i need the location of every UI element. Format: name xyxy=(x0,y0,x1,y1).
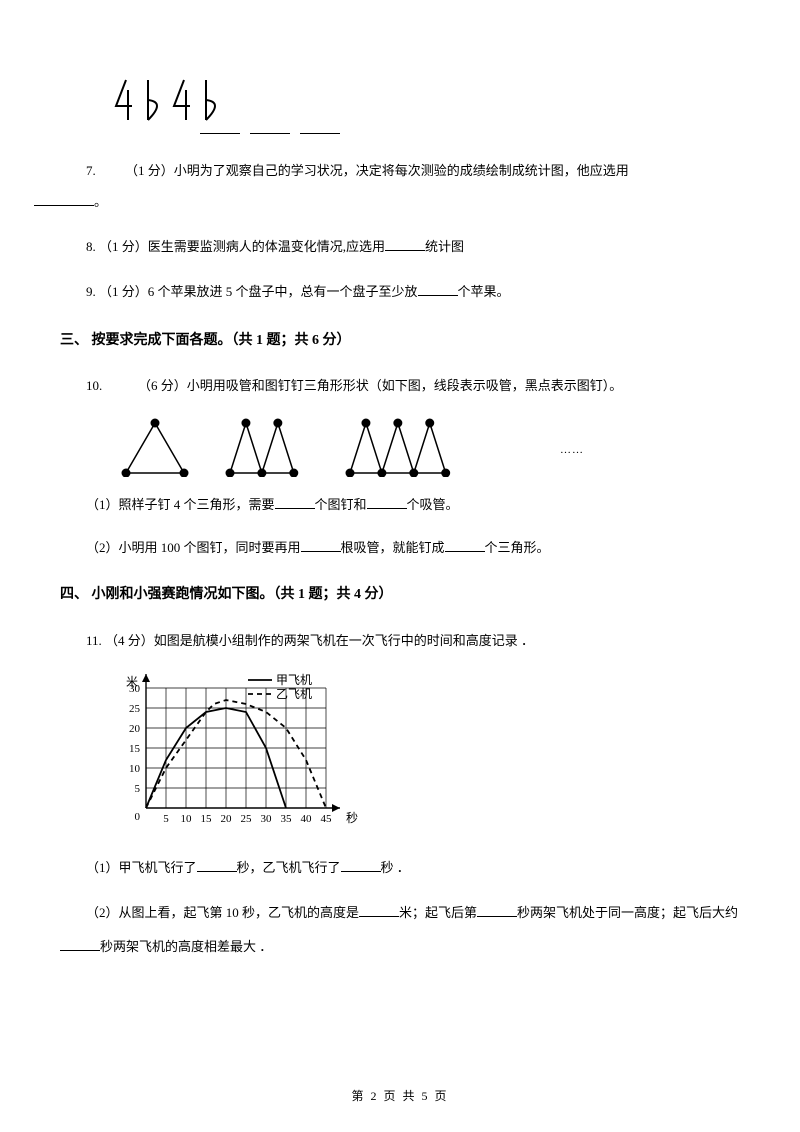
q11-chart-wrap: 51015202530510152025303540450米秒甲飞机乙飞机 xyxy=(120,670,740,840)
q9-prefix: 9. xyxy=(86,284,96,299)
q11-sub2-d: 秒两架飞机的高度相差最大 ． xyxy=(100,939,272,954)
q10-sub2-blank1[interactable] xyxy=(301,539,341,552)
svg-text:10: 10 xyxy=(181,813,193,825)
q10-sub1-a: （1）照样子钉 4 个三角形，需要 xyxy=(86,497,275,512)
q7-suffix: 。 xyxy=(94,194,107,209)
q8-points: （1 分） xyxy=(99,239,148,254)
q11-sub2-b: 米；起飞后第 xyxy=(399,905,477,920)
q10-prefix: 10. xyxy=(86,378,102,393)
svg-text:25: 25 xyxy=(129,703,141,715)
q11-sub1-b: 秒，乙飞机飞行了 xyxy=(237,860,341,875)
svg-text:米: 米 xyxy=(126,675,138,689)
q10-sub1-c: 个吸管。 xyxy=(407,497,459,512)
q11-sub2-blank3[interactable] xyxy=(60,938,100,951)
flight-chart: 51015202530510152025303540450米秒甲飞机乙飞机 xyxy=(120,670,420,840)
q9-text-b: 个苹果。 xyxy=(458,284,510,299)
svg-text:15: 15 xyxy=(129,743,141,755)
q11-sub2: （2）从图上看，起飞第 10 秒，乙飞机的高度是 米；起飞后第 秒两架飞机处于同一高… xyxy=(60,896,740,964)
q11-points: （4 分） xyxy=(105,633,154,648)
svg-text:10: 10 xyxy=(129,763,141,775)
q8-text-a: 医生需要监测病人的体温变化情况,应选用 xyxy=(148,239,385,254)
question-11: 11. （4 分）如图是航模小组制作的两架飞机在一次飞行中的时间和高度记录 ． xyxy=(60,625,740,656)
q7-prefix: 7. xyxy=(86,163,96,178)
top-underlines xyxy=(200,120,740,141)
svg-text:秒: 秒 xyxy=(346,811,358,825)
q9-points: （1 分） xyxy=(99,284,148,299)
svg-text:30: 30 xyxy=(261,813,273,825)
q11-sub1-c: 秒 ． xyxy=(381,860,410,875)
q11-sub2-a: （2）从图上看，起飞第 10 秒，乙飞机的高度是 xyxy=(86,905,359,920)
q7-points: （1 分） xyxy=(125,163,174,178)
q8-blank[interactable] xyxy=(385,238,425,251)
q10-points: （6 分） xyxy=(138,378,187,393)
q11-text: 如图是航模小组制作的两架飞机在一次飞行中的时间和高度记录 ． xyxy=(154,633,534,648)
section-4-title: 四、 小刚和小强赛跑情况如下图。（共 1 题；共 4 分） xyxy=(60,584,740,606)
q8-prefix: 8. xyxy=(86,239,96,254)
svg-text:45: 45 xyxy=(321,813,333,825)
svg-text:35: 35 xyxy=(281,813,293,825)
q11-sub2-c: 秒两架飞机处于同一高度；起飞后大约 xyxy=(517,905,738,920)
q10-sub2-blank2[interactable] xyxy=(445,539,485,552)
svg-text:甲飞机: 甲飞机 xyxy=(276,673,312,687)
question-8: 8. （1 分）医生需要监测病人的体温变化情况,应选用 统计图 xyxy=(60,231,740,262)
svg-text:20: 20 xyxy=(221,813,233,825)
question-7: 7. （1 分）小明为了观察自己的学习状况，决定将每次测验的成绩绘制成统计图，他… xyxy=(60,155,740,217)
question-10: 10. （6 分）小明用吸管和图钉钉三角形形状（如下图，线段表示吸管，黑点表示图… xyxy=(60,370,740,401)
q10-sub2-c: 个三角形。 xyxy=(485,540,550,555)
q9-text-a: 6 个苹果放进 5 个盘子中，总有一个盘子至少放 xyxy=(148,284,418,299)
q10-text: 小明用吸管和图钉钉三角形形状（如下图，线段表示吸管，黑点表示图钉）。 xyxy=(187,378,623,393)
svg-text:乙飞机: 乙飞机 xyxy=(276,687,312,701)
q11-sub1: （1）甲飞机飞行了 秒，乙飞机飞行了 秒 ． xyxy=(60,854,740,883)
svg-text:15: 15 xyxy=(201,813,213,825)
q7-text: 小明为了观察自己的学习状况，决定将每次测验的成绩绘制成统计图，他应选用 xyxy=(174,163,629,178)
page-footer: 第 2 页 共 5 页 xyxy=(0,1087,800,1106)
q11-sub2-blank2[interactable] xyxy=(477,904,517,917)
svg-text:5: 5 xyxy=(135,783,141,795)
question-9: 9. （1 分）6 个苹果放进 5 个盘子中，总有一个盘子至少放 个苹果。 xyxy=(60,276,740,307)
svg-text:0: 0 xyxy=(135,811,141,823)
q10-sub1-blank1[interactable] xyxy=(275,496,315,509)
q10-sub1-blank2[interactable] xyxy=(367,496,407,509)
q10-diagram-row: …… xyxy=(120,415,740,477)
q10-sub2-b: 根吸管，就能钉成 xyxy=(341,540,445,555)
q9-blank[interactable] xyxy=(418,283,458,296)
q10-sub2-a: （2）小明用 100 个图钉，同时要再用 xyxy=(86,540,301,555)
q11-sub1-blank1[interactable] xyxy=(197,859,237,872)
svg-text:20: 20 xyxy=(129,723,141,735)
q11-prefix: 11. xyxy=(86,633,102,648)
q11-sub1-a: （1）甲飞机飞行了 xyxy=(86,860,197,875)
svg-text:40: 40 xyxy=(301,813,313,825)
q10-sub1: （1）照样子钉 4 个三角形，需要 个图钉和 个吸管。 xyxy=(60,491,740,520)
q7-blank[interactable] xyxy=(34,193,94,206)
q10-sub1-b: 个图钉和 xyxy=(315,497,367,512)
q11-sub2-blank1[interactable] xyxy=(359,904,399,917)
q10-dots: …… xyxy=(560,442,584,460)
svg-text:25: 25 xyxy=(241,813,253,825)
q8-text-b: 统计图 xyxy=(425,239,464,254)
q10-sub2: （2）小明用 100 个图钉，同时要再用 根吸管，就能钉成 个三角形。 xyxy=(60,534,740,563)
q11-sub1-blank2[interactable] xyxy=(341,859,381,872)
svg-text:5: 5 xyxy=(163,813,169,825)
section-3-title: 三、 按要求完成下面各题。（共 1 题；共 6 分） xyxy=(60,330,740,352)
triangle-sequence xyxy=(120,415,520,477)
